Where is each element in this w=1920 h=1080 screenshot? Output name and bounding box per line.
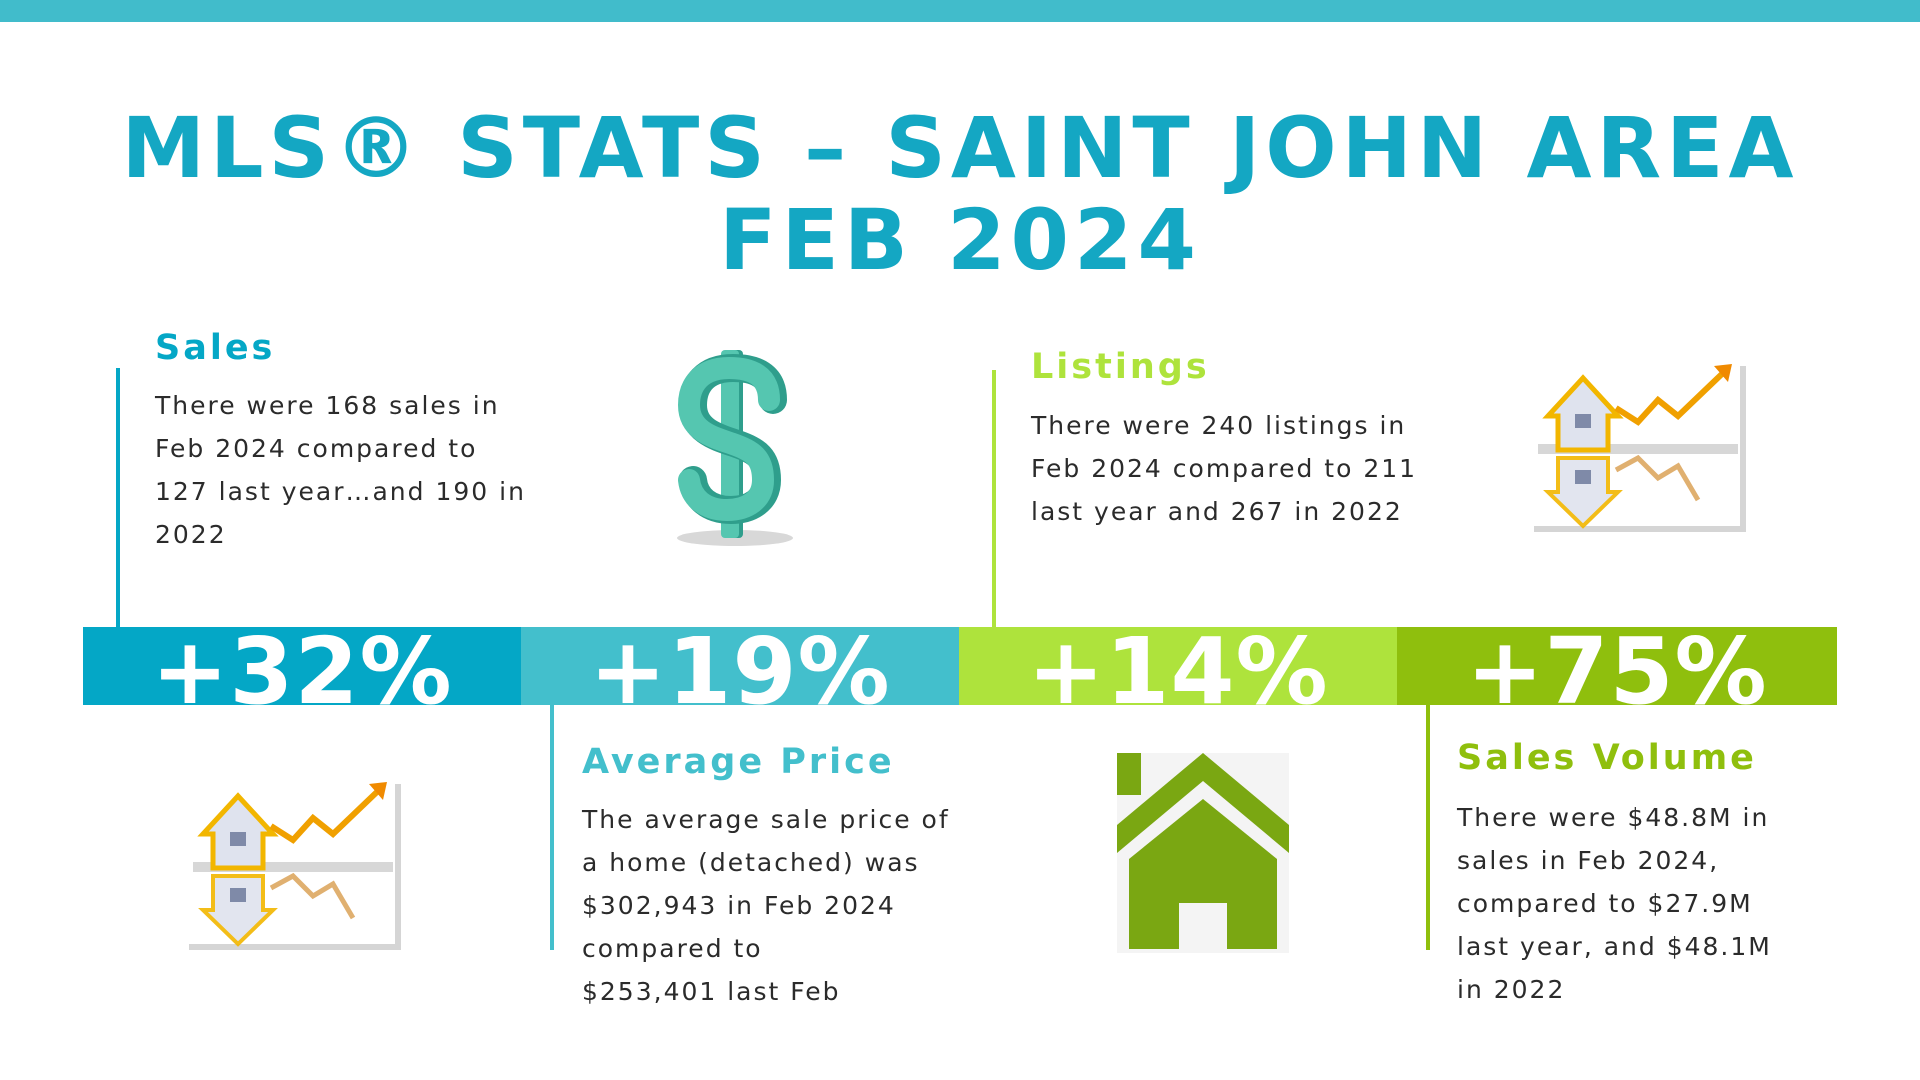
average-price-change-value: +19% [589,627,891,705]
listings-line-1: There were 240 listings in [1031,411,1407,440]
sales-change-band: +32% [83,627,521,705]
sales-volume-line-3: compared to $27.9M [1457,889,1753,918]
sales-line-4: 2022 [155,520,227,549]
listings-heading: Listings [1031,347,1210,387]
average-price-connector-line [550,705,554,950]
average-price-line-5: $253,401 last Feb [582,977,841,1006]
average-price-line-3: $302,943 in Feb 2024 [582,891,896,920]
sales-change-value: +32% [151,627,453,705]
top-accent-bar [0,0,1920,22]
house-chart-icon [183,778,401,950]
sales-volume-line-2: sales in Feb 2024, [1457,846,1720,875]
average-price-line-4: compared to [582,934,763,963]
sales-volume-line-5: in 2022 [1457,975,1566,1004]
sales-volume-connector-line [1426,705,1430,950]
average-price-change-band: +19% [521,627,959,705]
average-price-line-2: a home (detached) was [582,848,920,877]
sales-connector-line [116,368,120,628]
dollar-sign-icon [655,340,815,550]
sales-line-3: 127 last year…and 190 in [155,477,526,506]
listings-line-2: Feb 2024 compared to 211 [1031,454,1418,483]
sales-volume-change-value: +75% [1466,627,1768,705]
average-price-line-1: The average sale price of [582,805,950,834]
sales-volume-line-1: There were $48.8M in [1457,803,1770,832]
average-price-heading: Average Price [582,742,895,782]
sales-volume-description: There were $48.8M in sales in Feb 2024, … [1457,796,1772,1011]
house-icon [1117,753,1289,953]
listings-description: There were 240 listings in Feb 2024 comp… [1031,404,1417,533]
page-subtitle-date: FEB 2024 [719,191,1201,289]
average-price-description: The average sale price of a home (detach… [582,798,950,1013]
sales-volume-change-band: +75% [1397,627,1837,705]
sales-volume-line-4: last year, and $48.1M [1457,932,1772,961]
listings-connector-line [992,370,996,628]
house-chart-icon [1528,360,1746,532]
page-title: MLS® STATS – SAINT JOHN AREA [121,99,1799,197]
listings-change-value: +14% [1027,627,1329,705]
sales-heading: Sales [155,328,276,368]
sales-line-2: Feb 2024 compared to [155,434,478,463]
listings-line-3: last year and 267 in 2022 [1031,497,1403,526]
sales-volume-heading: Sales Volume [1457,738,1757,778]
listings-change-band: +14% [959,627,1397,705]
sales-line-1: There were 168 sales in [155,391,500,420]
sales-description: There were 168 sales in Feb 2024 compare… [155,384,526,556]
